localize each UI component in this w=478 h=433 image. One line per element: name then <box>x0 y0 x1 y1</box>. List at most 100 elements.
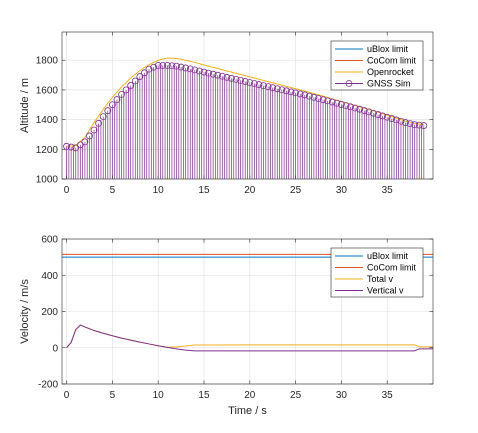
x-tick-label: 20 <box>244 390 256 401</box>
series-gnss-sim-point <box>379 112 387 120</box>
legend-marker <box>345 80 353 87</box>
series-gnss-sim-point <box>136 73 144 80</box>
series-gnss-sim-point <box>118 90 125 98</box>
series-gnss-sim-point <box>113 96 121 103</box>
series-gnss-sim-point <box>228 74 235 82</box>
series-gnss-sim-point <box>104 107 112 115</box>
y-tick-label: 1600 <box>36 85 59 96</box>
series-gnss-sim-point <box>145 65 153 73</box>
series-gnss-sim-point <box>214 71 222 79</box>
x-tick-label: 30 <box>336 390 348 401</box>
series-gnss-sim-point <box>95 119 103 127</box>
series-gnss-sim-point <box>255 81 263 88</box>
series-gnss-sim-point <box>209 70 217 78</box>
series-gnss-sim-point <box>173 62 180 70</box>
x-tick-label: 0 <box>64 185 70 196</box>
series-gnss-sim-point <box>347 103 354 111</box>
y-tick-label: 1400 <box>36 115 59 126</box>
series-gnss-sim-point <box>356 105 364 113</box>
series-vertical-v-line <box>66 324 433 352</box>
series-gnss-sim-point <box>108 101 116 109</box>
series-gnss-sim-point <box>150 63 158 71</box>
legend-label: Vertical v <box>367 286 404 296</box>
y-tick-label: 600 <box>41 235 58 246</box>
series-gnss-sim-point <box>269 84 277 92</box>
series-gnss-sim-point <box>131 77 139 85</box>
series-gnss-sim-point <box>287 88 295 96</box>
series-gnss-sim-point <box>81 138 89 146</box>
x-tick-label: 25 <box>290 390 302 401</box>
series-gnss-sim-point <box>218 72 226 80</box>
series-gnss-sim-point <box>141 69 148 77</box>
series-gnss-sim-point <box>99 113 107 121</box>
series-gnss-sim-point <box>397 117 405 125</box>
series-gnss-sim-point <box>90 126 98 134</box>
series-gnss-sim-point <box>86 132 93 140</box>
x-tick-label: 30 <box>336 185 348 196</box>
altitude-plot: 0 5 10 15 20 25 30 35 1000 1200 1400 1600 1800 Altitu… <box>19 31 434 196</box>
series-gnss-sim-point <box>411 121 419 129</box>
series-gnss-sim-point <box>177 63 185 71</box>
series-gnss-sim-point <box>370 109 377 117</box>
y-tick-label: 200 <box>41 307 58 318</box>
series-gnss-sim-point <box>392 116 400 124</box>
series-gnss-sim-point <box>383 113 391 121</box>
legend-label: Total v <box>367 274 394 284</box>
series-gnss-sim-point <box>402 119 409 126</box>
series-gnss-sim-point <box>333 99 341 107</box>
series-gnss-sim-point <box>200 68 208 76</box>
series-gnss-sim-point <box>342 102 350 110</box>
series-gnss-sim-point <box>63 142 70 150</box>
series-gnss-sim-point <box>337 101 345 108</box>
legend-label: CoCom limit <box>367 263 417 273</box>
series-gnss-sim-point <box>351 104 359 112</box>
series-gnss-sim-point <box>301 91 309 99</box>
series-gnss-sim-point <box>237 77 245 84</box>
series-gnss-sim-point <box>328 98 336 106</box>
velocity-plot: 0 5 10 15 20 25 30 35 -200 0 200 400 600 Velocity / m… <box>19 235 434 417</box>
y-tick-label: 1800 <box>36 56 59 67</box>
x-tick-label: 10 <box>153 185 165 196</box>
series-gnss-sim-point <box>241 78 249 85</box>
series-gnss-sim-point <box>67 143 75 151</box>
x-tick-label: 35 <box>382 185 394 196</box>
series-gnss-sim-point <box>159 62 167 69</box>
x-tick-label: 15 <box>198 390 210 401</box>
series-gnss-sim-point <box>360 107 368 114</box>
series-gnss-sim-point <box>196 67 203 75</box>
series-gnss-sim-markers <box>63 62 428 152</box>
x-axis-label: Time / s <box>228 405 267 417</box>
series-gnss-sim-point <box>260 82 267 90</box>
series-gnss-sim-point <box>406 120 414 128</box>
legend-label: CoCom limit <box>367 56 417 66</box>
series-gnss-sim-point <box>163 62 171 69</box>
y-tick-label: -200 <box>38 380 58 391</box>
series-gnss-sim-point <box>374 111 382 118</box>
series-gnss-sim-point <box>310 93 318 101</box>
series-gnss-sim-point <box>205 69 212 77</box>
series-gnss-sim-point <box>278 86 286 94</box>
series-gnss-sim-point <box>246 79 254 86</box>
series-gnss-sim-point <box>232 75 240 83</box>
series-gnss-sim-point <box>305 92 313 100</box>
series-gnss-sim-point <box>250 80 258 87</box>
y-axis-label: Velocity / m/s <box>19 279 31 344</box>
legend-label: GNSS Sim <box>367 79 411 89</box>
series-gnss-sim-point <box>127 82 135 89</box>
series-gnss-sim-point <box>388 115 396 122</box>
x-tick-label: 0 <box>64 390 70 401</box>
series-gnss-sim-point <box>191 66 199 74</box>
series-gnss-sim-point <box>182 64 190 72</box>
y-tick-label: 400 <box>41 271 58 282</box>
series-gnss-sim-point <box>186 65 194 73</box>
legend-label: uBlox limit <box>367 251 409 261</box>
x-tick-label: 5 <box>110 185 116 196</box>
series-gnss-sim-point <box>292 89 299 97</box>
axes-box <box>61 31 434 180</box>
x-tick-label: 5 <box>110 390 116 401</box>
series-gnss-sim-point <box>168 62 176 70</box>
series-gnss-sim-point <box>324 97 332 105</box>
